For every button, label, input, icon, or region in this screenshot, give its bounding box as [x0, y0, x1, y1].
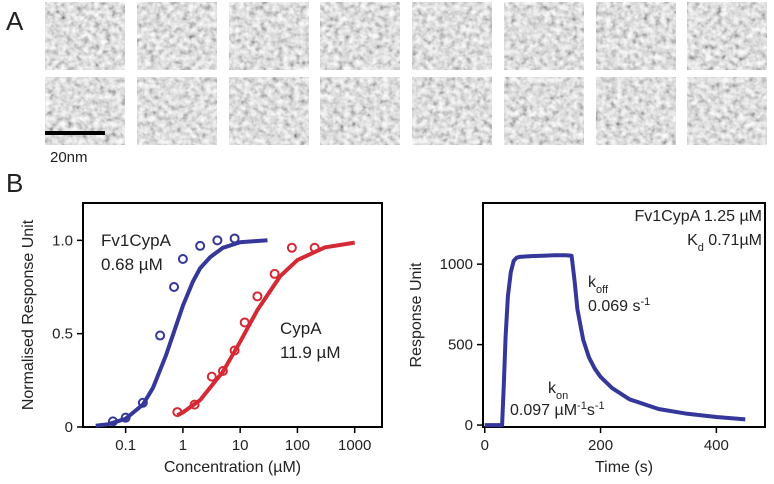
- data-point: [120, 412, 131, 423]
- micrograph: [45, 2, 125, 70]
- micrograph: [595, 2, 676, 71]
- data-point: [177, 254, 188, 264]
- x-tick-label: 0: [481, 437, 489, 454]
- data-point: [195, 240, 206, 251]
- data-point: [137, 397, 148, 408]
- x-tick-label: 200: [588, 437, 613, 454]
- x-tick-label: 0.1: [115, 437, 136, 454]
- micrograph: [411, 2, 492, 71]
- micrograph: [411, 77, 492, 146]
- data-point: [172, 407, 183, 418]
- data-point: [155, 330, 166, 341]
- annotation: Fv1CypA 1.25 µM: [635, 208, 763, 225]
- micrograph: [595, 77, 676, 146]
- y-axis-label: Normalised Response Unit: [20, 219, 37, 410]
- data-point: [309, 242, 320, 253]
- x-axis-label: Concentration (µM): [164, 459, 301, 476]
- legend-label: Fv1CypA: [101, 231, 172, 250]
- y-tick-label: 1000: [440, 256, 473, 273]
- y-tick-label: 1.0: [52, 232, 73, 249]
- data-point: [206, 371, 217, 382]
- micrograph: [319, 77, 400, 146]
- legend-label: 0.68 µM: [101, 255, 163, 274]
- annotation-part: k: [588, 274, 597, 291]
- annotation-part: -1: [595, 400, 605, 412]
- data-point: [107, 416, 118, 427]
- micrograph: [136, 1, 217, 71]
- annotation: koff: [588, 274, 609, 296]
- x-tick-label: 1: [179, 437, 187, 454]
- panel-label: A: [6, 6, 24, 36]
- annotation: kon: [548, 380, 568, 402]
- x-tick-label: 1000: [338, 437, 371, 454]
- panel-label: B: [6, 168, 23, 198]
- annotation-part: Fv1CypA 1.25 µM: [635, 208, 763, 225]
- annotation-part: on: [556, 390, 568, 402]
- micrograph: [228, 77, 309, 146]
- x-tick-label: 400: [704, 437, 729, 454]
- micrograph: [686, 2, 767, 71]
- annotation-part: off: [596, 284, 609, 296]
- fit-line: [176, 240, 356, 417]
- annotation-part: -1: [577, 400, 587, 412]
- data-point: [252, 291, 263, 302]
- x-tick-label: 10: [232, 437, 249, 454]
- x-tick-label: 100: [285, 437, 310, 454]
- micrograph: [686, 77, 767, 146]
- y-axis-label: Response Unit: [408, 262, 425, 368]
- annotation: 0.069 s-1: [588, 296, 650, 315]
- data-point: [189, 399, 200, 410]
- data-point: [286, 242, 297, 253]
- data-point: [269, 268, 280, 279]
- annotation-part: 0.71µM: [704, 232, 762, 249]
- annotation: 0.097 µM-1s-1: [510, 400, 605, 419]
- x-axis-label: Time (s): [595, 459, 653, 476]
- micrograph: [136, 77, 217, 146]
- data-point: [239, 317, 250, 328]
- y-tick-label: 500: [448, 337, 473, 354]
- data-point: [229, 345, 240, 356]
- annotation-part: 0.097 µM: [510, 402, 577, 419]
- micrograph: [228, 2, 309, 71]
- data-point: [169, 282, 180, 292]
- annotation-part: k: [548, 380, 557, 397]
- data-point: [212, 235, 223, 246]
- legend-label: 11.9 µM: [280, 343, 341, 362]
- micrograph: [503, 1, 584, 71]
- plot-frame: [82, 202, 383, 428]
- annotation: Kd 0.71µM: [687, 232, 762, 254]
- scale-label: 20nm: [50, 149, 88, 166]
- annotation-part: -1: [640, 296, 650, 308]
- y-tick-label: 0: [465, 417, 473, 434]
- legend-label: CypA: [280, 319, 322, 338]
- data-point: [229, 233, 240, 244]
- micrographs: [44, 1, 767, 146]
- micrograph: [44, 77, 125, 146]
- y-tick-label: 0: [65, 419, 73, 436]
- annotation-part: s: [587, 402, 595, 419]
- micrograph: [319, 2, 400, 71]
- data-line: [484, 253, 746, 428]
- annotation-part: d: [698, 242, 704, 254]
- annotation-part: K: [687, 232, 698, 249]
- micrograph: [503, 77, 584, 146]
- plot-frame: [482, 202, 766, 428]
- annotation-part: 0.069 s: [588, 298, 640, 315]
- y-tick-label: 0.5: [52, 326, 73, 343]
- data-point: [217, 366, 228, 376]
